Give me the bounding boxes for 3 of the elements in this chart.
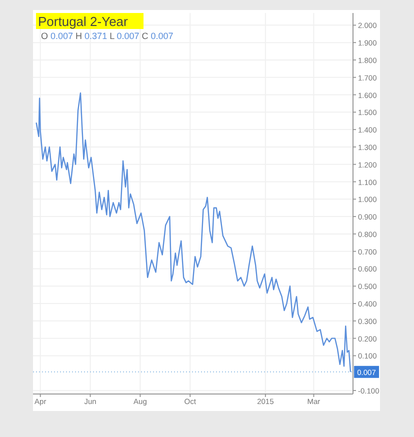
line-series xyxy=(36,92,352,373)
text: O 0.007 H 0.371 L 0.007 C 0.007 xyxy=(41,31,174,41)
chart-title: Portugal 2-Year xyxy=(38,14,129,29)
